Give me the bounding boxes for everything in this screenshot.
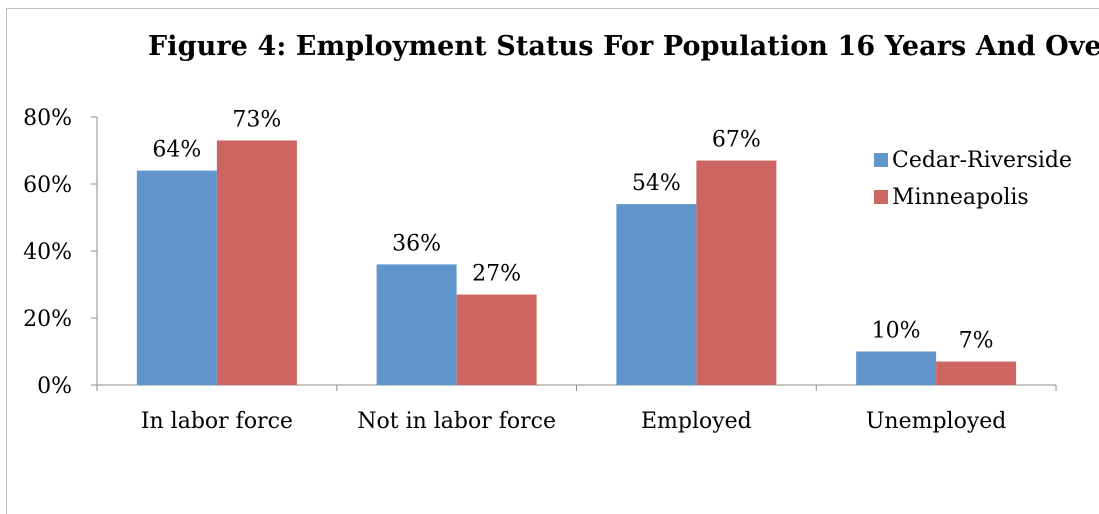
y-tick-label: 20% — [23, 307, 72, 332]
y-tick-label: 60% — [23, 173, 72, 198]
bar — [616, 204, 697, 385]
data-label: 27% — [472, 262, 521, 287]
chart-title: Figure 4: Employment Status For Populati… — [148, 31, 1099, 62]
bar — [136, 170, 217, 385]
y-tick-label: 0% — [37, 374, 72, 399]
bar — [216, 140, 297, 385]
chart-frame — [6, 8, 1099, 514]
labels: 64% 73% In labor force 36% 27% Not in labor f… — [141, 107, 1007, 434]
data-label: 54% — [632, 171, 681, 196]
data-label: 36% — [392, 231, 441, 256]
bar — [456, 294, 537, 385]
bar — [376, 264, 457, 385]
data-label: 7% — [959, 329, 994, 354]
y-tick-label: 40% — [23, 240, 72, 265]
data-label: 73% — [232, 107, 281, 132]
x-category-label: Unemployed — [866, 409, 1007, 434]
bars — [136, 140, 1017, 385]
bar — [856, 351, 937, 385]
x-category-label: Employed — [641, 409, 752, 434]
legend-label: Cedar-Riverside — [892, 148, 1072, 173]
legend-swatch — [874, 153, 888, 167]
data-label: 67% — [712, 128, 761, 153]
bar — [696, 160, 777, 385]
data-label: 10% — [872, 319, 921, 344]
legend-label: Minneapolis — [892, 185, 1029, 210]
bar — [936, 361, 1017, 385]
x-category-label: Not in labor force — [357, 409, 556, 434]
data-label: 64% — [152, 138, 201, 163]
y-tick-label: 80% — [23, 106, 72, 131]
legend-swatch — [874, 190, 888, 204]
legend: Cedar-Riverside Minneapolis — [874, 148, 1072, 210]
x-category-label: In labor force — [141, 409, 293, 434]
